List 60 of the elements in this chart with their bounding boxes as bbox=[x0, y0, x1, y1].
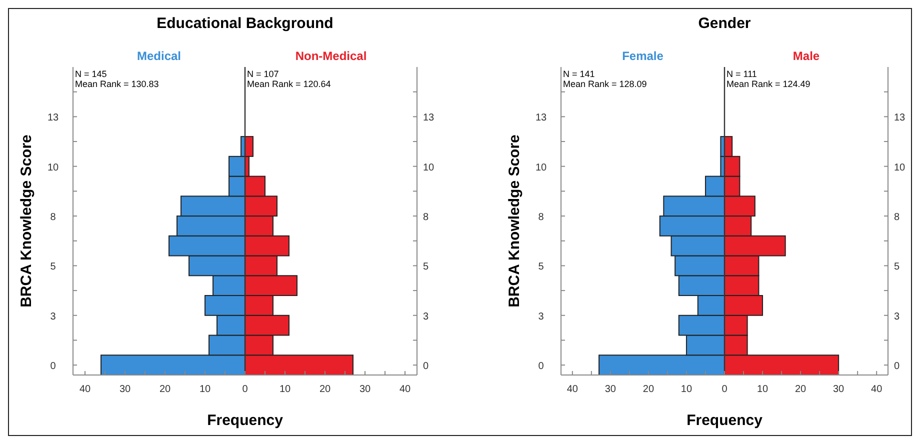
y-tick-label: 5 bbox=[50, 262, 56, 273]
y2-tick-label: 10 bbox=[423, 162, 435, 174]
y-axis-title: BRCA Knowledge Score bbox=[18, 134, 35, 308]
x-tick-label: 20 bbox=[159, 384, 171, 395]
x-tick-label: 30 bbox=[359, 384, 371, 395]
x-axis-title: Frequency bbox=[686, 412, 764, 429]
y-tick-label: 8 bbox=[538, 212, 544, 224]
annotation: Mean Rank = 128.09 bbox=[563, 79, 647, 89]
text: Non-Medical bbox=[295, 49, 367, 63]
x-tick-label: 40 bbox=[399, 384, 411, 395]
x-tick-label: 30 bbox=[119, 384, 131, 395]
x-tick-label: 40 bbox=[566, 384, 578, 395]
x-tick-label: 40 bbox=[79, 384, 91, 395]
chart-title: Gender bbox=[698, 15, 751, 32]
y2-tick-label: 5 bbox=[894, 262, 900, 273]
y2-tick-label: 3 bbox=[423, 311, 429, 322]
y-axis-title: BRCA Knowledge Score bbox=[506, 134, 523, 308]
x-tick-label: 30 bbox=[833, 384, 845, 395]
y-tick-label: 3 bbox=[538, 311, 544, 322]
annotation: N = 145 bbox=[75, 69, 107, 79]
text: Female bbox=[622, 49, 664, 63]
annotation: N = 141 bbox=[563, 69, 595, 79]
annotation: Mean Rank = 124.49 bbox=[726, 79, 810, 89]
y-tick-label: 13 bbox=[535, 112, 547, 124]
y-tick-label: 8 bbox=[50, 212, 56, 224]
x-tick-label: 10 bbox=[199, 384, 211, 395]
y-tick-label: 13 bbox=[47, 112, 59, 124]
text: Male bbox=[792, 49, 820, 63]
x-tick-label: 30 bbox=[604, 384, 616, 395]
text: Medical bbox=[136, 49, 182, 63]
y2-tick-label: 8 bbox=[423, 212, 429, 224]
y2-tick-label: 8 bbox=[894, 212, 900, 224]
chart-title: Educational Background bbox=[156, 15, 334, 32]
y-tick-label: 5 bbox=[538, 262, 544, 273]
y2-tick-label: 13 bbox=[423, 112, 435, 124]
x-tick-label: 20 bbox=[794, 384, 807, 395]
y2-tick-label: 10 bbox=[894, 162, 906, 174]
y-tick-label: 0 bbox=[538, 361, 544, 372]
x-tick-label: 10 bbox=[756, 384, 769, 395]
annotation: N = 111 bbox=[726, 69, 757, 79]
annotation: Mean Rank = 130.83 bbox=[75, 79, 159, 89]
y2-tick-label: 3 bbox=[894, 311, 900, 322]
x-tick-label: 0 bbox=[722, 384, 728, 395]
x-tick-label: 10 bbox=[680, 384, 692, 395]
x-tick-label: 0 bbox=[242, 384, 248, 395]
x-tick-label: 10 bbox=[279, 384, 291, 395]
y2-tick-label: 5 bbox=[423, 262, 429, 273]
x-tick-label: 20 bbox=[642, 384, 654, 395]
x-axis-title: Frequency bbox=[207, 412, 284, 429]
y2-tick-label: 13 bbox=[894, 112, 906, 124]
y2-tick-label: 0 bbox=[423, 361, 429, 372]
annotation: Mean Rank = 120.64 bbox=[247, 79, 331, 89]
y-tick-label: 0 bbox=[50, 361, 56, 372]
x-tick-label: 20 bbox=[319, 384, 331, 395]
y-tick-label: 10 bbox=[535, 162, 547, 174]
y2-tick-label: 0 bbox=[894, 361, 900, 372]
x-tick-label: 40 bbox=[871, 384, 883, 395]
y-tick-label: 10 bbox=[47, 162, 59, 174]
y-tick-label: 3 bbox=[50, 311, 56, 322]
annotation: N = 107 bbox=[247, 69, 279, 79]
